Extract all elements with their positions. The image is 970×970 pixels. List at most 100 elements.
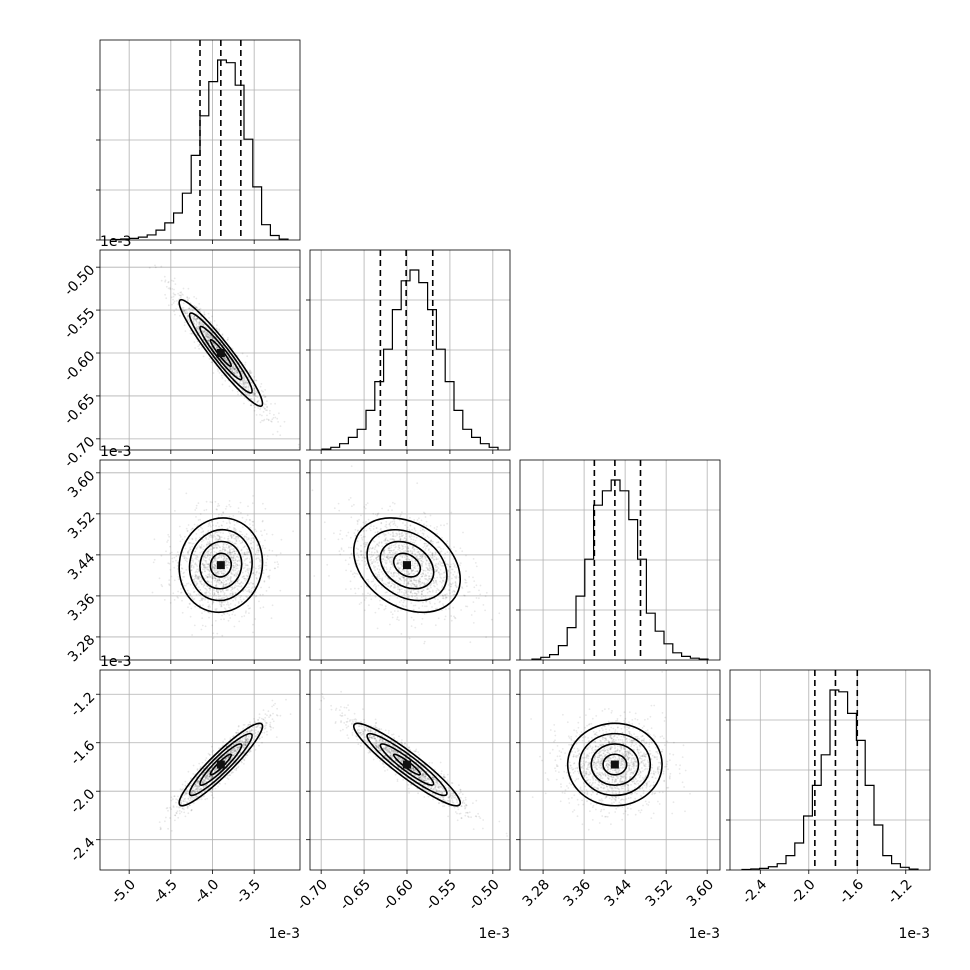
scatter-point bbox=[440, 547, 442, 550]
scatter-point bbox=[234, 562, 237, 564]
scatter-point bbox=[204, 335, 207, 337]
scatter-point bbox=[377, 564, 380, 567]
scatter-point bbox=[421, 554, 423, 557]
scatter-point bbox=[202, 785, 205, 788]
scatter-point bbox=[403, 576, 406, 579]
scatter-point bbox=[208, 572, 211, 575]
scatter-point bbox=[422, 589, 425, 591]
scatter-point bbox=[392, 538, 395, 541]
scatter-point bbox=[450, 585, 453, 588]
scatter-point bbox=[236, 555, 239, 558]
scatter-point bbox=[199, 513, 202, 515]
scatter-point bbox=[232, 594, 234, 597]
scatter-point bbox=[227, 540, 230, 542]
scatter-point bbox=[208, 587, 210, 590]
scatter-point bbox=[478, 589, 480, 592]
scatter-point bbox=[439, 574, 441, 576]
scatter-point bbox=[391, 562, 394, 564]
scatter-point bbox=[454, 616, 456, 619]
scatter-point bbox=[370, 523, 372, 525]
scatter-point bbox=[414, 554, 417, 556]
scatter-point bbox=[225, 543, 228, 546]
scatter-point bbox=[421, 565, 424, 567]
scatter-point bbox=[213, 550, 216, 553]
scatter-point bbox=[241, 541, 243, 544]
scatter-point bbox=[379, 599, 381, 602]
scatter-point bbox=[402, 576, 404, 578]
scatter-point bbox=[184, 312, 187, 315]
scatter-point bbox=[385, 556, 388, 558]
scatter-point bbox=[235, 535, 238, 538]
scatter-point bbox=[420, 559, 423, 562]
scatter-point bbox=[396, 591, 399, 594]
scatter-point bbox=[191, 545, 194, 548]
scatter-point bbox=[408, 532, 411, 535]
scatter-point bbox=[220, 554, 223, 557]
scatter-point bbox=[389, 533, 392, 536]
scatter-point bbox=[434, 624, 437, 627]
scatter-point bbox=[402, 539, 404, 542]
scatter-point bbox=[407, 580, 410, 583]
scatter-point bbox=[259, 421, 262, 424]
scatter-point bbox=[209, 576, 211, 579]
scatter-point bbox=[245, 742, 248, 745]
scatter-point bbox=[243, 391, 246, 394]
scatter-point bbox=[207, 550, 210, 552]
scatter-point bbox=[228, 385, 231, 388]
scatter-point bbox=[387, 549, 390, 552]
scatter-point bbox=[416, 558, 419, 560]
scatter-point bbox=[229, 593, 232, 595]
scatter-point bbox=[237, 537, 239, 540]
scatter-point bbox=[237, 729, 239, 731]
scatter-point bbox=[419, 580, 422, 583]
scatter-point bbox=[173, 310, 176, 313]
scatter-point bbox=[198, 586, 200, 589]
scatter-point bbox=[387, 509, 390, 512]
scatter-point bbox=[400, 560, 403, 563]
scatter-point bbox=[252, 536, 254, 539]
scatter-point bbox=[231, 366, 234, 369]
scatter-panel bbox=[96, 459, 301, 664]
scatter-point bbox=[200, 323, 202, 326]
scatter-point bbox=[389, 556, 391, 559]
scatter-point bbox=[194, 792, 197, 794]
scatter-point bbox=[455, 584, 457, 586]
scatter-point bbox=[410, 591, 412, 593]
scatter-point bbox=[431, 590, 434, 593]
scatter-point bbox=[225, 580, 228, 582]
scatter-point bbox=[200, 597, 203, 600]
scatter-point bbox=[404, 524, 407, 527]
scatter-point bbox=[257, 399, 260, 402]
scatter-point bbox=[179, 314, 181, 317]
scatter-point bbox=[218, 546, 221, 548]
scatter-point bbox=[215, 608, 218, 610]
scatter-point bbox=[246, 564, 249, 567]
scatter-point bbox=[214, 570, 217, 572]
scatter-point bbox=[221, 550, 224, 552]
scatter-point bbox=[411, 564, 413, 567]
scatter-point bbox=[407, 571, 410, 574]
scatter-point bbox=[232, 748, 235, 751]
scatter-point bbox=[242, 567, 245, 570]
scatter-point bbox=[186, 789, 189, 792]
scatter-point bbox=[227, 578, 230, 581]
scatter-point bbox=[213, 571, 216, 574]
scatter-point bbox=[403, 582, 405, 585]
scatter-point bbox=[326, 563, 329, 566]
scatter-point bbox=[422, 595, 425, 598]
scatter-point bbox=[219, 589, 222, 591]
scatter-point bbox=[394, 551, 397, 553]
scatter-point bbox=[413, 583, 416, 586]
scatter-point bbox=[449, 582, 451, 585]
scatter-point bbox=[198, 575, 201, 577]
scatter-point bbox=[431, 555, 434, 557]
scatter-point bbox=[357, 554, 360, 557]
scatter-point bbox=[232, 754, 235, 757]
scatter-point bbox=[226, 596, 229, 599]
scatter-point bbox=[239, 596, 242, 599]
scatter-point bbox=[279, 425, 282, 427]
scatter-point bbox=[422, 569, 425, 572]
scatter-point bbox=[210, 548, 212, 550]
scatter-point bbox=[323, 521, 326, 524]
scatter-point bbox=[414, 585, 417, 588]
